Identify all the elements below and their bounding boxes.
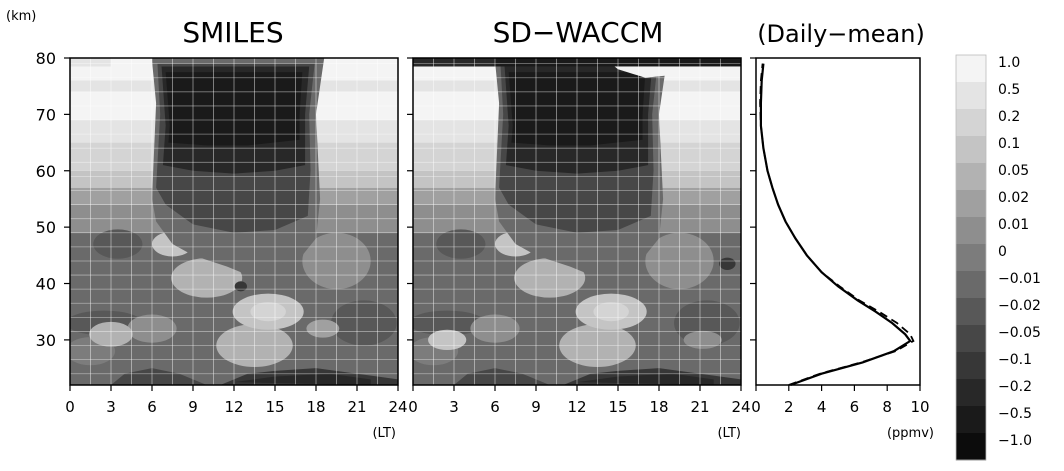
daily-mean-panel: 0 2 4 6 8 10	[750, 57, 930, 416]
x-tick-label: 24	[731, 398, 750, 416]
colorbar-swatch	[956, 244, 986, 272]
x-tick-label: 12	[567, 398, 586, 416]
y-tick-label: 30	[36, 331, 56, 350]
colorbar-label: −0.2	[998, 379, 1032, 395]
colorbar-label: −0.01	[998, 271, 1041, 287]
waccm-panel: 0 3 6 9 12 15 18 21 24	[407, 57, 751, 416]
colorbar-swatch	[956, 163, 986, 191]
x-tick-label: 18	[649, 398, 668, 416]
colorbar-swatch	[956, 136, 986, 164]
colorbar-label: −0.05	[998, 325, 1041, 341]
x-tick-label: 9	[188, 398, 198, 416]
x-tick-label: 18	[306, 398, 325, 416]
colorbar-swatch	[956, 271, 986, 299]
x-tick-label: 12	[224, 398, 243, 416]
x-tick-label: 15	[265, 398, 284, 416]
y-tick-label: 80	[36, 49, 56, 68]
colorbar-swatch	[956, 82, 986, 110]
x-tick-label: 4	[817, 398, 827, 416]
colorbar-swatch	[956, 406, 986, 434]
x-tick-label: 21	[690, 398, 709, 416]
colorbar-swatch	[956, 190, 986, 218]
x-tick-label: 21	[347, 398, 366, 416]
x-tick-label: 24	[388, 398, 407, 416]
colorbar-label: 0	[998, 244, 1007, 260]
profile-line-dashed	[759, 63, 915, 386]
km-label: (km)	[6, 9, 36, 24]
colorbar-swatch	[956, 217, 986, 245]
x-tick-label: 8	[882, 398, 892, 416]
x-tick-label: 6	[490, 398, 500, 416]
colorbar-swatch	[956, 433, 986, 461]
x-tick-label: 15	[608, 398, 627, 416]
colorbar-label: −0.02	[998, 298, 1041, 314]
colorbar-swatch	[956, 109, 986, 137]
x-tick-label: 3	[106, 398, 116, 416]
x-tick-label: 0	[65, 398, 75, 416]
colorbar-swatch	[956, 325, 986, 353]
colorbar-label: 0.01	[998, 217, 1029, 233]
ppmv-label: (ppmv)	[887, 426, 934, 441]
colorbar: 1.0 0.5 0.2 0.1 0.05 0.02 0.01 0 −0.01 −0.02 −0.05…	[955, 54, 1041, 461]
x-tick-label: 2	[784, 398, 794, 416]
lt-label-1: (LT)	[372, 426, 396, 441]
colorbar-swatch	[956, 352, 986, 380]
colorbar-swatch	[956, 298, 986, 326]
colorbar-swatch	[956, 379, 986, 407]
colorbar-label: 0.02	[998, 190, 1029, 206]
colorbar-label: 0.05	[998, 163, 1029, 179]
x-tick-label: 0	[751, 398, 761, 416]
colorbar-label: −0.1	[998, 352, 1032, 368]
colorbar-label: 0.2	[998, 109, 1020, 125]
x-tick-label: 3	[449, 398, 459, 416]
x-tick-label: 6	[147, 398, 157, 416]
x-tick-label: 10	[910, 398, 929, 416]
colorbar-label: 0.5	[998, 82, 1020, 98]
lt-label-2: (LT)	[717, 426, 741, 441]
y-tick-label: 40	[36, 275, 56, 294]
x-tick-label: 9	[531, 398, 541, 416]
x-tick-label: 0	[408, 398, 418, 416]
y-tick-label: 60	[36, 162, 56, 181]
daily-mean-frame	[755, 57, 921, 386]
colorbar-label: 0.1	[998, 136, 1020, 152]
daily-mean-title: (Daily−mean)	[757, 20, 925, 48]
y-tick-label: 70	[36, 105, 56, 124]
profile-line-solid	[759, 63, 912, 387]
colorbar-label: −0.5	[998, 406, 1032, 422]
colorbar-label: −1.0	[998, 433, 1032, 449]
smiles-panel: 0 3 6 9 12 15 18 21 24 30 40 50 60 70 80	[36, 49, 408, 416]
smiles-title: SMILES	[182, 16, 283, 49]
x-tick-label: 6	[850, 398, 860, 416]
y-tick-label: 50	[36, 218, 56, 237]
colorbar-label: 1.0	[998, 55, 1020, 71]
colorbar-swatch	[956, 55, 986, 83]
waccm-title: SD−WACCM	[493, 16, 664, 49]
